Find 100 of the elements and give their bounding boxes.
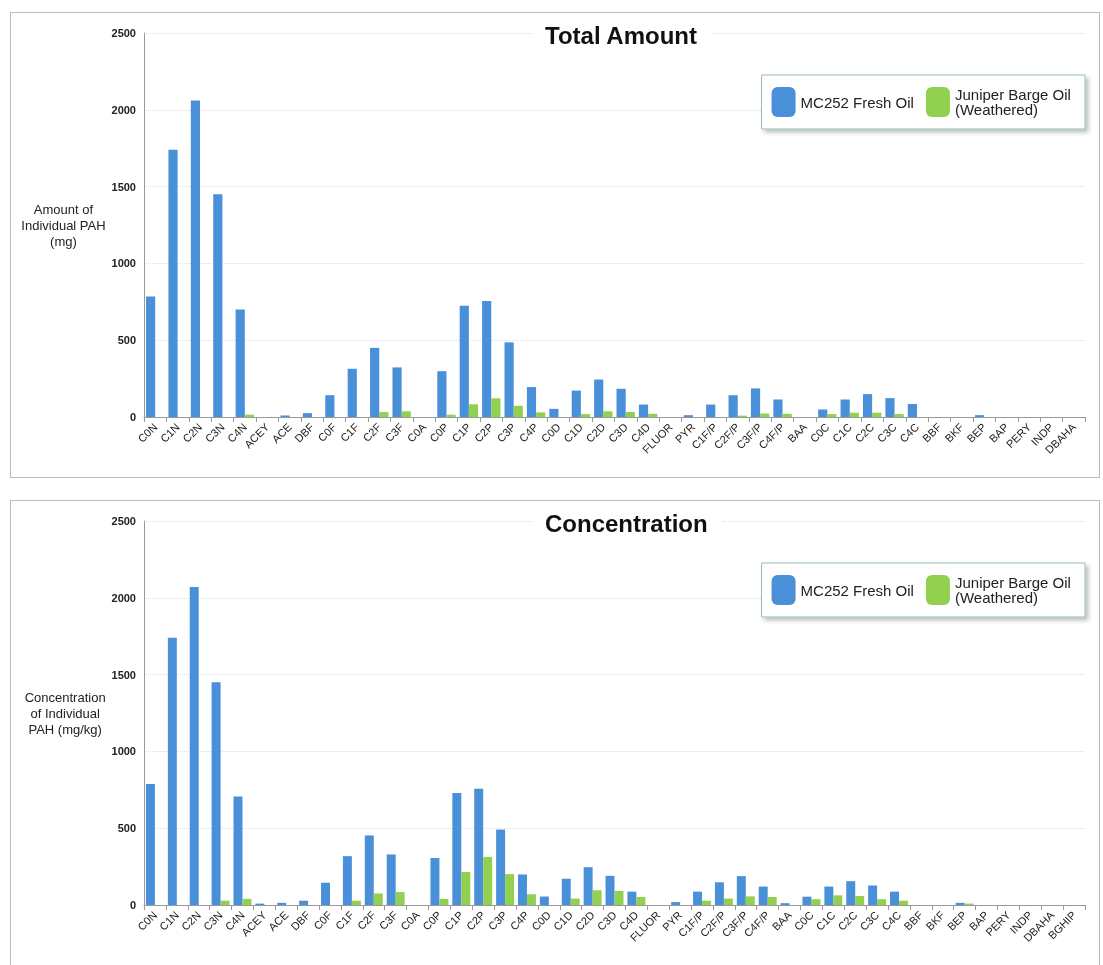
x-tick-label: C0A <box>398 908 423 933</box>
y-tick-label: 1500 <box>111 668 136 681</box>
bar <box>392 367 402 417</box>
bar <box>706 404 716 417</box>
y-tick-label: 1000 <box>111 257 136 270</box>
bar <box>496 829 506 905</box>
bar <box>648 413 658 417</box>
legend-label: MC252 Fresh Oil <box>800 93 914 111</box>
bar <box>745 896 755 905</box>
x-tick-label: C3F <box>376 908 401 932</box>
x-tick-label: C1C <box>829 420 855 445</box>
bar <box>773 399 783 417</box>
bar <box>603 411 613 417</box>
x-tick-label: C1D <box>561 420 586 445</box>
bar <box>517 874 527 905</box>
bar <box>671 902 681 905</box>
bar <box>461 871 471 905</box>
bar <box>693 891 703 905</box>
bar <box>526 894 536 905</box>
bar <box>855 895 865 905</box>
bar <box>220 900 230 905</box>
bar <box>638 404 649 417</box>
bar <box>468 404 479 417</box>
bar <box>760 413 770 417</box>
bar <box>840 399 850 417</box>
bar <box>526 387 537 417</box>
bar <box>505 874 515 905</box>
x-tick-label: C3D <box>594 908 619 933</box>
legend-label: Juniper Barge Oil (Weathered) <box>954 574 1075 606</box>
bar <box>446 414 456 417</box>
bar <box>894 414 904 417</box>
x-tick-label: C2F <box>360 420 384 444</box>
x-tick-label: C0F <box>315 420 339 444</box>
x-tick-label: C4C <box>879 908 904 933</box>
bar <box>351 900 361 905</box>
y-tick-label: 2500 <box>111 27 136 39</box>
bar <box>370 347 380 417</box>
bar <box>594 379 604 417</box>
bar <box>885 398 895 417</box>
x-tick-label: C1C <box>813 908 838 933</box>
y-tick-label: 1000 <box>111 745 136 758</box>
bar <box>862 394 873 417</box>
y-axis-title: Concentration of Individual PAH (mg/kg) <box>24 689 106 737</box>
bar <box>539 896 549 905</box>
x-tick-label: C0C <box>807 420 832 445</box>
x-tick-label: C3C <box>874 420 899 445</box>
x-tick-label: C3D <box>605 420 630 445</box>
bar <box>167 637 177 905</box>
bar <box>321 882 331 905</box>
chart-title: Total Amount <box>545 21 697 49</box>
bar <box>898 900 908 905</box>
bar <box>818 409 828 417</box>
y-axis-title: Amount of Individual PAH (mg) <box>21 201 106 249</box>
bar <box>145 784 155 905</box>
x-tick-label: BAA <box>785 420 810 445</box>
bar <box>702 900 712 905</box>
bar <box>483 856 493 905</box>
bar <box>536 412 546 417</box>
bar <box>767 897 777 905</box>
bar <box>190 100 201 417</box>
x-tick-label: C2C <box>835 908 860 933</box>
bar <box>827 414 837 417</box>
bar <box>824 886 834 905</box>
bar <box>482 301 492 417</box>
y-tick-label: 500 <box>117 822 136 835</box>
x-tick-label: C2D <box>583 420 608 445</box>
chart-title: Concentration <box>545 509 708 537</box>
x-tick-label: C1F <box>332 908 357 932</box>
bar <box>168 149 178 417</box>
bar <box>395 892 405 905</box>
x-tick-label: C3F <box>382 420 407 444</box>
bar <box>364 835 374 905</box>
bar <box>849 412 859 417</box>
bar <box>833 895 843 905</box>
legend-label: MC252 Fresh Oil <box>800 581 914 599</box>
bar <box>213 194 223 417</box>
bar <box>592 890 602 905</box>
x-tick-label: C1F <box>337 420 362 444</box>
bar <box>580 414 591 417</box>
y-tick-label: 2500 <box>111 515 136 527</box>
bar <box>627 891 637 905</box>
bar <box>811 899 821 905</box>
y-tick-label: 2000 <box>111 103 136 116</box>
bar <box>616 388 626 417</box>
bar <box>750 388 761 417</box>
bar <box>549 408 559 417</box>
bar <box>242 898 252 905</box>
bar <box>373 893 383 905</box>
y-tick-label: 0 <box>129 411 136 423</box>
bar <box>491 398 501 417</box>
y-tick-label: 2000 <box>111 591 136 604</box>
legend-label: Juniper Barge Oil (Weathered) <box>954 86 1075 118</box>
bar <box>736 876 746 905</box>
y-tick-label: 0 <box>129 899 136 911</box>
x-tick-label: C4C <box>897 420 922 445</box>
bar <box>347 368 357 417</box>
bar <box>513 405 523 417</box>
x-tick-label: C0D <box>538 420 563 445</box>
bar <box>211 682 221 905</box>
bar <box>714 882 724 905</box>
